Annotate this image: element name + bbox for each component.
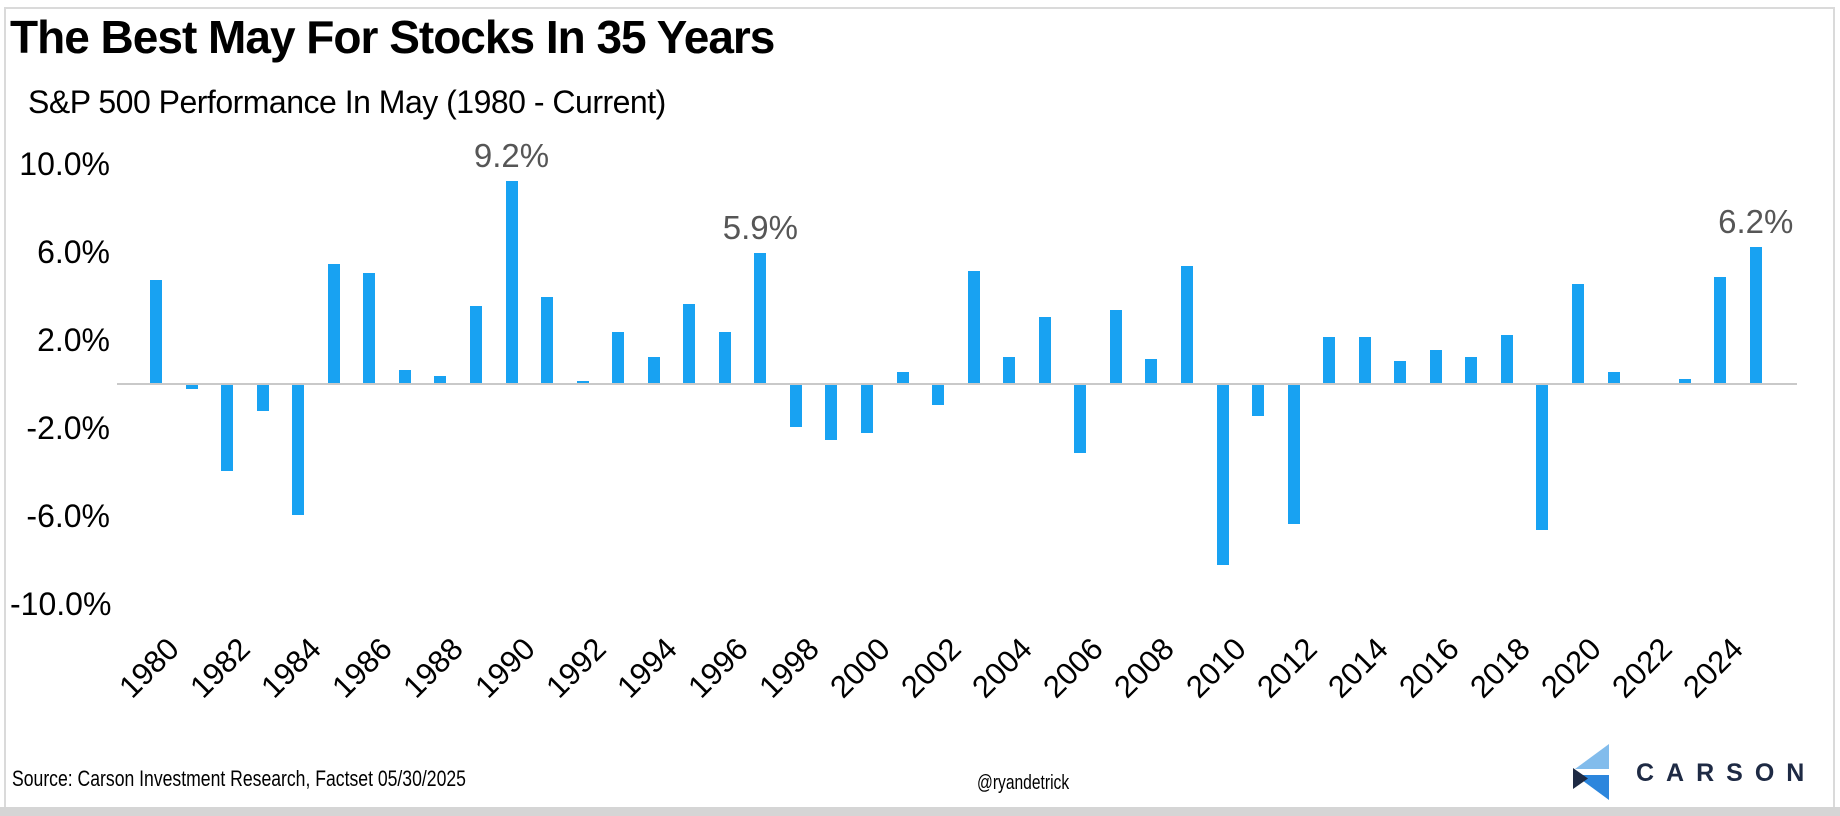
- bar-2020: [1572, 284, 1584, 383]
- bar-1993: [612, 332, 625, 383]
- bar-2004: [1003, 356, 1016, 383]
- chart-title: The Best May For Stocks In 35 Years: [10, 11, 775, 63]
- bar-2017: [1465, 356, 1478, 383]
- bar-2010: [1216, 385, 1229, 566]
- bar-1987: [398, 369, 411, 383]
- bar-2006: [1074, 385, 1087, 454]
- bar-1991: [541, 297, 554, 383]
- twitter-handle: @ryandetrick: [977, 772, 1070, 794]
- bar-1996: [718, 332, 731, 383]
- bar-1981: [185, 385, 198, 390]
- bar-2011: [1252, 385, 1265, 416]
- annotation-2025: 6.2%: [1718, 202, 1794, 240]
- carson-logo-icon: [1573, 744, 1609, 800]
- bar-1982: [221, 385, 234, 471]
- bar-2012: [1287, 385, 1300, 524]
- y-axis-label: -6.0%: [26, 498, 110, 534]
- bar-2014: [1358, 336, 1371, 383]
- bar-2024: [1714, 277, 1727, 383]
- carson-logo-text: CARSON: [1636, 759, 1817, 787]
- bar-1994: [647, 356, 660, 383]
- bar-1992: [576, 380, 589, 383]
- bar-2021: [1607, 372, 1620, 383]
- bar-1984: [292, 385, 305, 515]
- bar-1986: [363, 273, 376, 383]
- carson-logo: CARSON: [1573, 743, 1816, 803]
- bar-1989: [469, 306, 482, 383]
- chart-subtitle: S&P 500 Performance In May (1980 - Curre…: [28, 84, 666, 120]
- bar-1999: [825, 385, 838, 440]
- y-axis-label: -2.0%: [26, 410, 110, 446]
- bar-2023: [1678, 378, 1691, 383]
- window-edge: [0, 807, 1840, 816]
- bar-1998: [789, 385, 802, 427]
- bar-2013: [1323, 336, 1336, 383]
- bar-2019: [1536, 385, 1549, 531]
- bar-1985: [327, 264, 340, 383]
- source-note: Source: Carson Investment Research, Fact…: [12, 766, 466, 791]
- bar-2009: [1180, 266, 1193, 383]
- bar-2007: [1109, 310, 1122, 383]
- bar-2000: [861, 385, 873, 434]
- bar-1988: [434, 376, 447, 383]
- y-axis-label: 6.0%: [37, 234, 110, 270]
- bar-2003: [967, 270, 980, 383]
- bar-1995: [683, 303, 696, 383]
- bar-1980: [150, 279, 162, 383]
- bar-2002: [932, 385, 945, 405]
- bar-2016: [1429, 350, 1442, 383]
- bar-1990: [505, 180, 518, 383]
- y-axis-label: 2.0%: [37, 322, 110, 358]
- bar-2025: [1749, 246, 1762, 383]
- bar-2005: [1038, 317, 1051, 383]
- x-axis-baseline: [117, 383, 1797, 385]
- bar-2008: [1145, 358, 1158, 383]
- bar-1983: [256, 385, 269, 412]
- annotation-1997: 5.9%: [722, 209, 798, 247]
- bar-2018: [1500, 334, 1513, 383]
- bar-2001: [896, 372, 909, 383]
- y-axis-label: -10.0%: [10, 586, 112, 622]
- y-axis-label: 10.0%: [19, 146, 110, 182]
- bar-1997: [754, 253, 767, 383]
- bar-2015: [1394, 361, 1407, 383]
- annotation-1990: 9.2%: [473, 136, 550, 174]
